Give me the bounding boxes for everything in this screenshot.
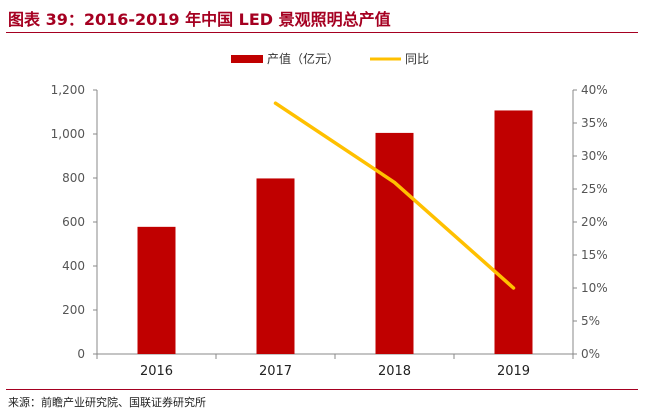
bottom-rule bbox=[6, 389, 638, 390]
left-tick-label: 400 bbox=[62, 259, 85, 273]
source-note: 来源：前瞻产业研究院、国联证券研究所 bbox=[8, 396, 206, 409]
bars bbox=[137, 110, 533, 355]
axes: 0 200 400 600 800 1,000 1,200 0% 5% 10% 15% 20% 25% 3… bbox=[51, 83, 608, 379]
figure-title: 图表 39：2016-2019 年中国 LED 景观照明总产值 bbox=[8, 10, 391, 29]
line-point bbox=[512, 286, 515, 290]
left-tick-label: 800 bbox=[62, 171, 85, 185]
left-tick-label: 1,000 bbox=[51, 127, 85, 141]
bar bbox=[256, 178, 295, 354]
x-tick-label: 2017 bbox=[259, 364, 292, 379]
line-point bbox=[274, 101, 277, 105]
right-tick-label: 20% bbox=[581, 215, 608, 229]
legend-bar-label: 产值（亿元） bbox=[267, 51, 339, 66]
right-tick-label: 35% bbox=[581, 116, 608, 130]
left-tick-label: 600 bbox=[62, 215, 85, 229]
x-tick-label: 2018 bbox=[378, 364, 411, 379]
right-tick-label: 15% bbox=[581, 248, 608, 262]
legend-line-label: 同比 bbox=[405, 52, 429, 66]
x-tick-label: 2016 bbox=[140, 364, 173, 379]
title-rule bbox=[6, 32, 638, 33]
left-tick-label: 0 bbox=[77, 347, 85, 361]
right-tick-label: 10% bbox=[581, 281, 608, 295]
bar bbox=[375, 132, 414, 354]
x-tick-label: 2019 bbox=[497, 364, 530, 379]
right-tick-label: 30% bbox=[581, 149, 608, 163]
right-tick-label: 25% bbox=[581, 182, 608, 196]
legend: 产值（亿元） 同比 bbox=[231, 51, 429, 66]
legend-bar-swatch bbox=[231, 55, 263, 63]
left-tick-label: 200 bbox=[62, 303, 85, 317]
bar bbox=[494, 110, 533, 355]
right-tick-label: 40% bbox=[581, 83, 608, 97]
right-tick-label: 0% bbox=[581, 347, 600, 361]
bar bbox=[137, 226, 176, 354]
line-point bbox=[393, 180, 396, 184]
yoy-line bbox=[273, 101, 516, 290]
right-tick-label: 5% bbox=[581, 314, 600, 328]
left-tick-label: 1,200 bbox=[51, 83, 85, 97]
